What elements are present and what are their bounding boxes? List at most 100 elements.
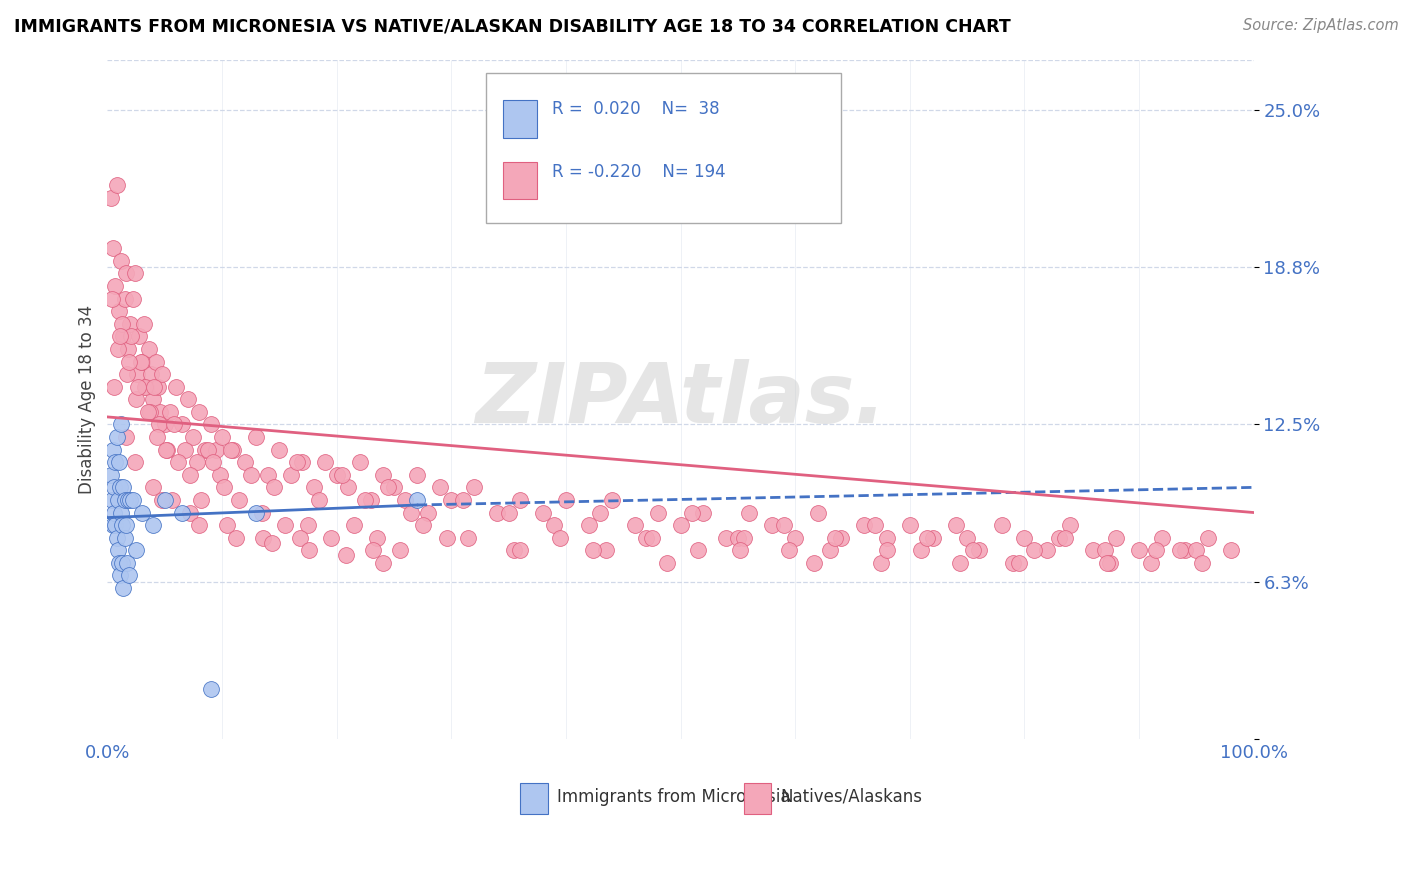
Point [280,467,302,482]
Point [107,543,129,558]
Point [865,518,887,533]
Point [167,455,190,469]
Point [208,467,231,482]
Point [186,455,208,469]
Point [176,392,198,407]
Point [214,480,236,494]
Point [200,417,222,432]
Point [138,342,160,356]
Point [1197,531,1219,545]
Point [257,467,280,482]
Point [343,518,366,533]
Point [128,329,150,343]
Point [131,506,153,520]
Point [160,492,183,507]
Point [131,354,153,368]
Point [145,430,167,444]
Point [1083,543,1105,558]
Point [139,405,162,419]
Text: ZIPAtlas.: ZIPAtlas. [475,359,886,440]
Point [250,506,273,520]
Point [314,455,336,469]
Point [388,543,411,558]
Point [288,531,311,545]
Point [1219,543,1241,558]
Point [101,241,124,255]
Point [127,367,149,381]
Point [578,518,600,533]
Point [148,417,170,432]
Point [156,442,179,457]
FancyBboxPatch shape [485,73,841,223]
Point [153,417,176,432]
Point [143,380,166,394]
Point [118,568,141,582]
Point [159,405,181,419]
Point [200,681,222,696]
Point [1053,531,1076,545]
Point [107,492,129,507]
Point [118,354,141,368]
Text: R =  0.020    N=  38: R = 0.020 N= 38 [553,100,720,118]
Point [1144,543,1167,558]
Point [509,543,531,558]
Point [818,543,841,558]
Point [772,518,794,533]
Point [134,380,156,394]
Point [761,518,783,533]
Point [188,518,211,533]
Point [870,556,893,570]
Point [949,556,972,570]
Point [108,455,131,469]
Point [647,506,669,520]
Text: Immigrants from Micronesia: Immigrants from Micronesia [557,788,790,805]
FancyBboxPatch shape [520,783,547,814]
Point [406,467,429,482]
Point [120,329,142,343]
Point [165,380,187,394]
Point [108,556,131,570]
Point [382,480,405,494]
Point [108,480,131,494]
Point [285,455,308,469]
Point [1059,518,1081,533]
Point [406,492,429,507]
Point [110,417,132,432]
Point [436,531,458,545]
Point [252,531,274,545]
Point [245,506,267,520]
FancyBboxPatch shape [503,161,537,199]
Text: Natives/Alaskans: Natives/Alaskans [780,788,922,805]
Point [457,531,479,545]
Point [319,531,342,545]
Point [114,292,136,306]
Point [125,543,148,558]
Point [360,492,382,507]
Point [205,442,228,457]
Point [108,568,131,582]
Text: R = -0.220    N= 194: R = -0.220 N= 194 [553,162,725,181]
Point [956,531,979,545]
Point [110,506,132,520]
FancyBboxPatch shape [744,783,770,814]
Point [215,518,238,533]
Point [174,442,197,457]
Point [103,480,125,494]
Point [738,506,761,520]
Point [728,543,751,558]
Point [291,455,314,469]
Point [114,267,136,281]
Point [686,543,709,558]
Point [1191,556,1213,570]
Point [898,518,921,533]
Point [1036,543,1059,558]
Point [225,531,247,545]
Point [111,317,134,331]
Point [1099,556,1122,570]
Point [274,518,297,533]
Point [641,531,664,545]
Point [1139,556,1161,570]
Point [105,430,128,444]
Point [228,492,250,507]
Point [114,430,136,444]
